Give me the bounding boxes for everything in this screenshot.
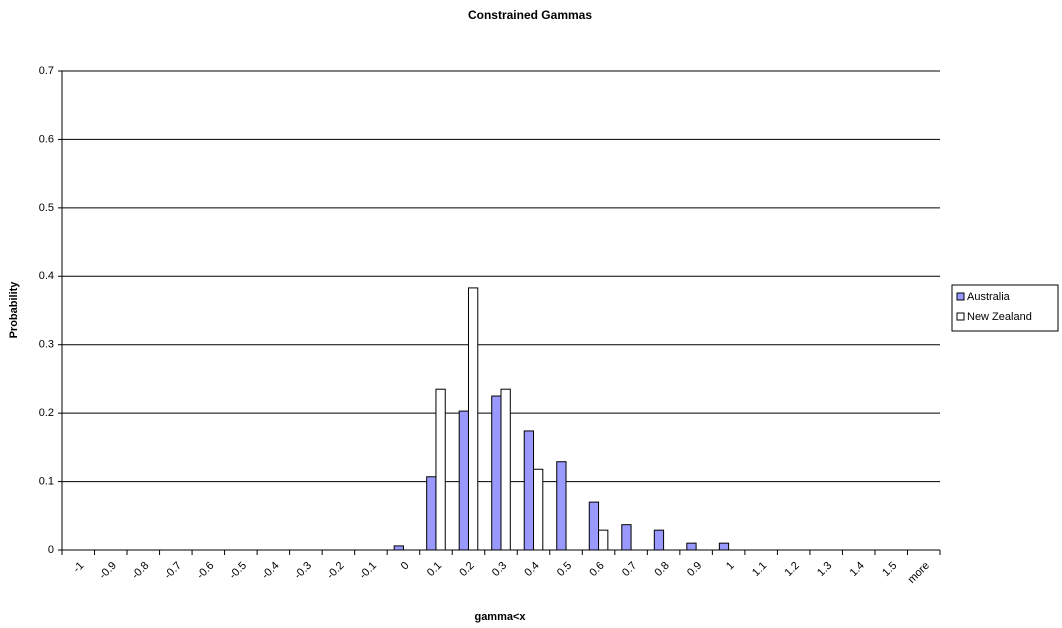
x-tick-label: -1: [71, 560, 86, 575]
y-tick-label: 0.7: [39, 65, 54, 77]
bar: [491, 395, 502, 551]
bar: [653, 529, 665, 551]
x-axis-title: gamma<x: [474, 611, 526, 623]
legend-swatch: [956, 292, 965, 301]
x-tick-label: 0.3: [490, 560, 509, 579]
x-tick-label: -0.6: [195, 560, 217, 582]
bar: [686, 542, 697, 551]
y-tick-label: 0.4: [39, 270, 54, 282]
bar: [598, 529, 609, 551]
x-tick-label: 0.9: [685, 560, 704, 579]
x-tick-label: 1.4: [848, 560, 867, 579]
x-tick-label: 0: [399, 560, 412, 573]
x-tick-label: 1.1: [750, 560, 769, 579]
bar: [533, 468, 544, 551]
y-axis-title: Probability: [8, 281, 20, 339]
bar: [435, 388, 446, 551]
bar: [556, 461, 567, 551]
x-tick-label: 1: [724, 560, 737, 573]
x-tick-label: 0.8: [652, 560, 671, 579]
bar: [458, 410, 469, 551]
x-tick-label: -0.7: [162, 560, 184, 582]
bar: [523, 430, 535, 551]
x-tick-label: -0.5: [227, 560, 249, 582]
x-tick-label: -0.9: [97, 560, 119, 582]
legend-label: Australia: [967, 291, 1011, 303]
y-tick-label: 0.1: [39, 475, 54, 487]
x-tick-label: 0.5: [555, 560, 574, 579]
x-tick-label: 0.1: [425, 560, 444, 579]
legend-box: [951, 284, 1059, 332]
x-tick-label: 0.6: [587, 560, 606, 579]
bar: [467, 287, 479, 551]
x-tick-label: -0.8: [130, 560, 152, 582]
chart-title: Constrained Gammas: [468, 8, 592, 22]
x-tick-label: 1.2: [783, 560, 802, 579]
x-tick-label: 0.7: [620, 560, 639, 579]
legend-label: New Zealand: [967, 311, 1032, 323]
x-tick-label: 1.3: [815, 560, 834, 579]
x-tick-label: -0.2: [325, 560, 347, 582]
x-tick-label: 1.5: [880, 560, 899, 579]
x-tick-label: 0.4: [522, 560, 541, 579]
y-tick-label: 0: [48, 544, 54, 556]
y-tick-label: 0.2: [39, 407, 54, 419]
y-tick-label: 0.5: [39, 202, 54, 214]
y-tick-label: 0.3: [39, 339, 54, 351]
x-tick-label: -0.1: [357, 560, 379, 582]
bar: [426, 476, 437, 551]
legend-swatch: [956, 312, 965, 321]
bar: [718, 542, 730, 551]
bar: [500, 388, 511, 551]
x-tick-label: -0.4: [260, 560, 282, 582]
bar: [393, 545, 404, 551]
x-tick-label: 0.2: [457, 560, 476, 579]
bar: [588, 501, 600, 551]
y-tick-label: 0.6: [39, 133, 54, 145]
x-tick-label: more: [906, 560, 932, 586]
x-tick-label: -0.3: [292, 560, 314, 582]
bar: [621, 524, 632, 551]
